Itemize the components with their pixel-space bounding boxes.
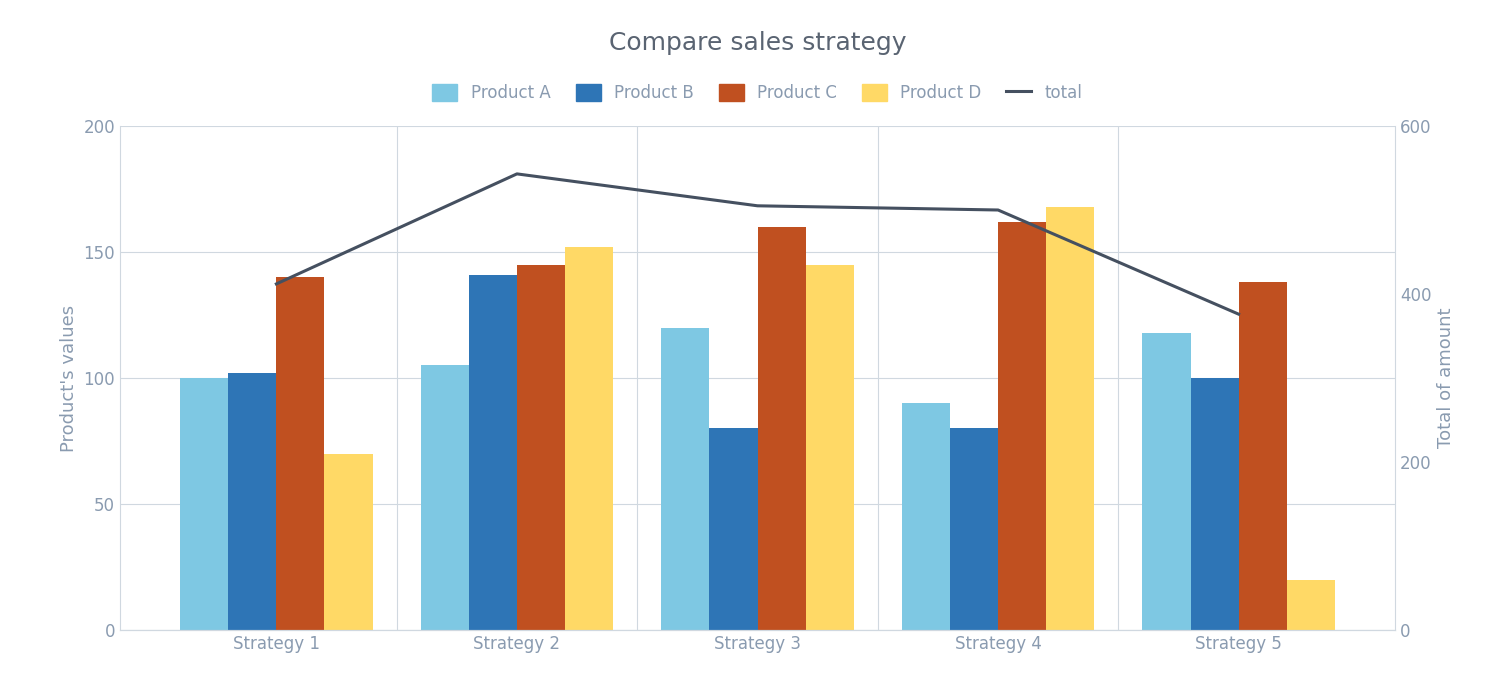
Y-axis label: Total of amount: Total of amount (1437, 308, 1455, 448)
Bar (902, 403, 950, 630)
Line: total: total (276, 174, 1239, 314)
Bar (806, 265, 853, 630)
Bar (1239, 282, 1287, 630)
total (267, 280, 285, 288)
Bar (758, 227, 806, 630)
total (988, 206, 1006, 214)
Bar (1191, 378, 1239, 630)
Bar (566, 247, 614, 630)
Bar (1143, 332, 1191, 630)
Bar (276, 277, 324, 630)
Bar (950, 428, 998, 630)
Legend: Product A, Product B, Product C, Product D, total: Product A, Product B, Product C, Product… (432, 84, 1083, 102)
total (1230, 310, 1248, 319)
Bar (420, 365, 470, 630)
Title: Compare sales strategy: Compare sales strategy (609, 31, 906, 55)
total (748, 202, 766, 210)
Bar (470, 274, 518, 630)
Bar (1046, 206, 1095, 630)
total (509, 169, 526, 178)
Bar (180, 378, 228, 630)
Bar (1287, 580, 1335, 630)
Bar (324, 454, 372, 630)
Bar (518, 265, 566, 630)
Y-axis label: Product's values: Product's values (60, 304, 78, 452)
Bar (228, 373, 276, 630)
Bar (710, 428, 758, 630)
Bar (998, 222, 1045, 630)
Bar (662, 328, 710, 630)
